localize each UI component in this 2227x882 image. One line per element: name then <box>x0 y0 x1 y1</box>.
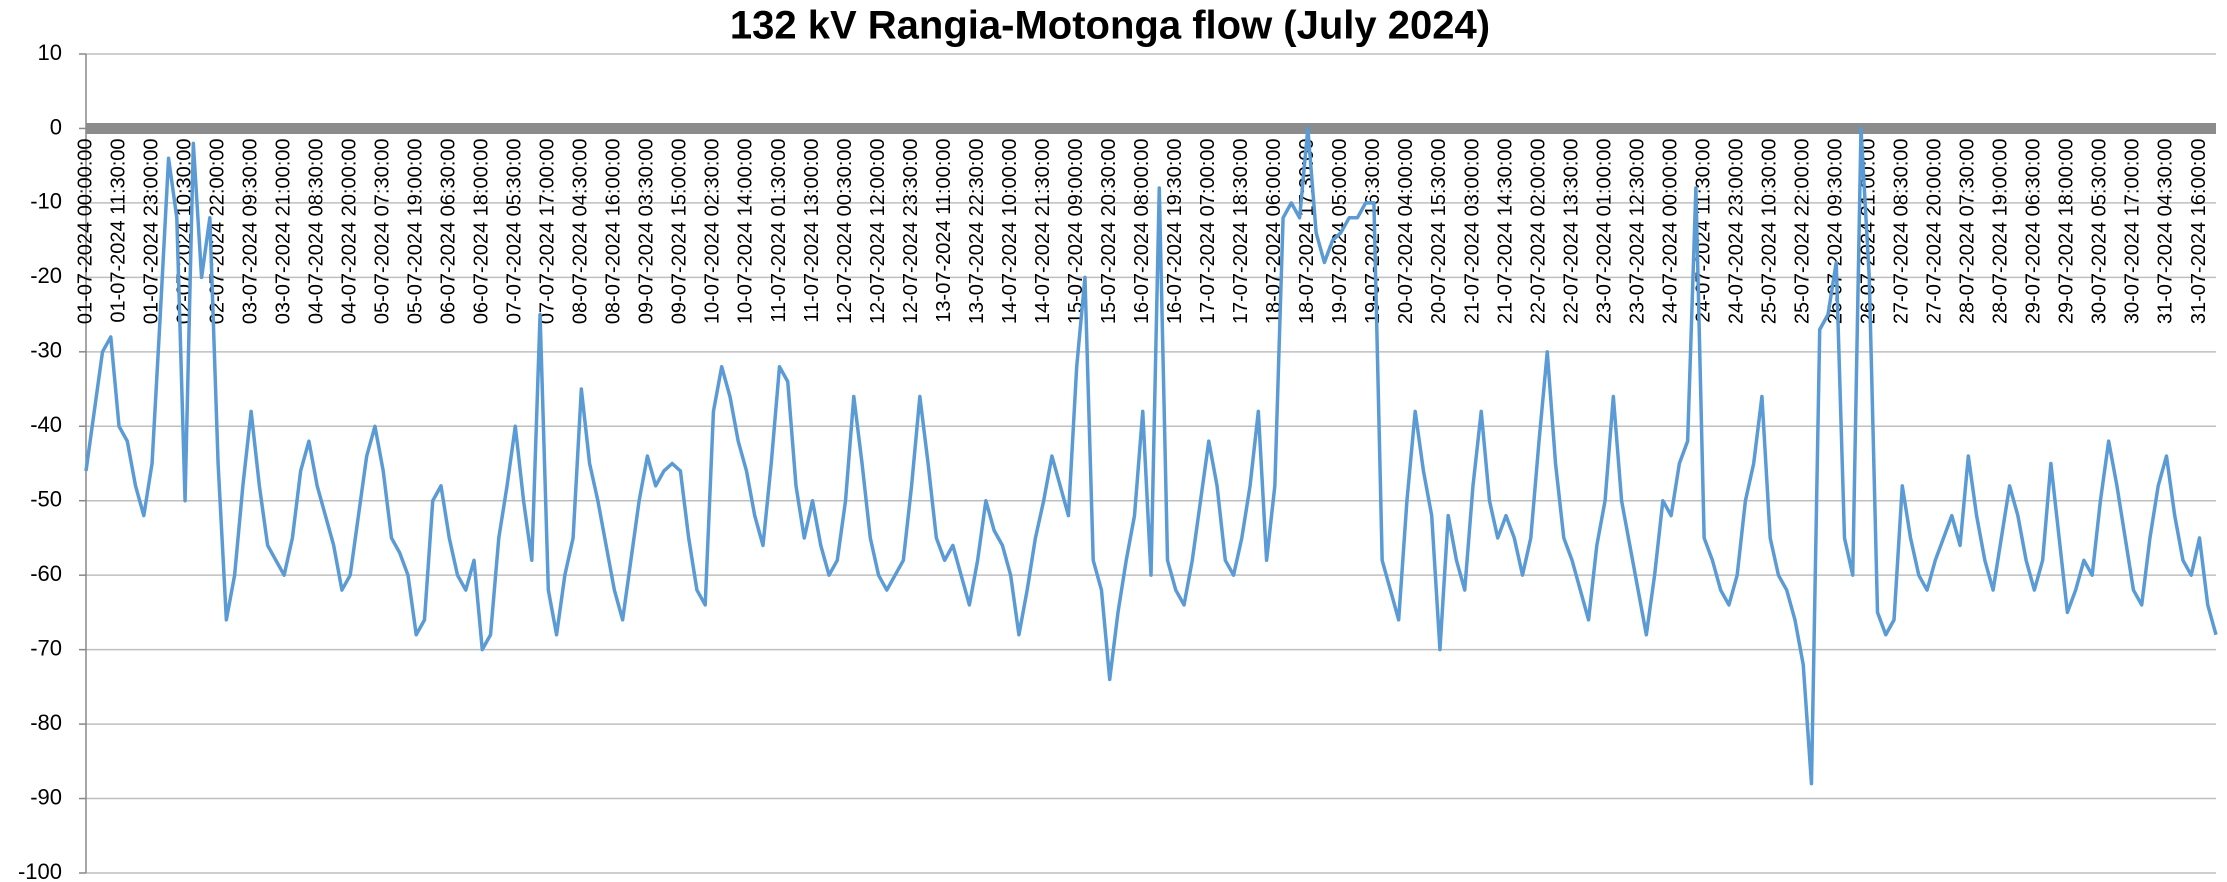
x-tick-label: 08-07-2024 04:30:00 <box>570 138 592 324</box>
x-tick-label: 07-07-2024 17:00:00 <box>537 138 559 324</box>
y-tick-label: -60 <box>30 561 62 586</box>
x-tick-label: 01-07-2024 23:00:00 <box>140 138 162 324</box>
x-tick-label: 14-07-2024 10:00:00 <box>999 138 1021 324</box>
y-tick-label: -80 <box>30 710 62 735</box>
x-tick-label: 22-07-2024 13:30:00 <box>1560 138 1582 324</box>
x-tick-label: 31-07-2024 04:30:00 <box>2155 138 2177 324</box>
x-tick-label: 03-07-2024 09:30:00 <box>239 138 261 324</box>
x-tick-label: 23-07-2024 12:30:00 <box>1626 138 1648 324</box>
data-line <box>84 126 2218 786</box>
x-tick-label: 08-07-2024 16:00:00 <box>603 138 625 324</box>
x-tick-label: 28-07-2024 07:30:00 <box>1957 138 1979 324</box>
x-tick-label: 23-07-2024 01:00:00 <box>1593 138 1615 324</box>
x-tick-label: 25-07-2024 10:30:00 <box>1758 138 1780 324</box>
x-tick-label: 28-07-2024 19:00:00 <box>1990 138 2012 324</box>
x-tick-label: 01-07-2024 11:30:00 <box>107 138 129 322</box>
x-tick-label: 31-07-2024 16:00:00 <box>2188 138 2210 324</box>
x-tick-label: 01-07-2024 00:00:00 <box>74 138 96 324</box>
x-tick-label: 20-07-2024 15:30:00 <box>1428 138 1450 324</box>
x-tick-label: 11-07-2024 01:30:00 <box>768 138 790 322</box>
x-tick-label: 07-07-2024 05:30:00 <box>504 138 526 324</box>
x-tick-label: 15-07-2024 20:30:00 <box>1098 138 1120 324</box>
x-tick-label: 10-07-2024 14:00:00 <box>735 138 757 324</box>
y-tick-label: -30 <box>30 338 62 363</box>
x-tick-label: 16-07-2024 19:30:00 <box>1164 138 1186 324</box>
x-tick-label: 16-07-2024 08:00:00 <box>1131 138 1153 324</box>
x-tick-label: 17-07-2024 18:30:00 <box>1230 138 1252 324</box>
x-tick-label: 25-07-2024 22:00:00 <box>1791 138 1813 324</box>
y-tick-label: -90 <box>30 784 62 809</box>
x-tick-label: 20-07-2024 04:00:00 <box>1395 138 1417 324</box>
chart-title: 132 kV Rangia-Motonga flow (July 2024) <box>730 4 1490 48</box>
x-tick-label: 30-07-2024 05:30:00 <box>2089 138 2111 324</box>
x-tick-label: 27-07-2024 20:00:00 <box>1924 138 1946 324</box>
y-tick-label: -20 <box>30 263 62 288</box>
x-tick-label: 04-07-2024 20:00:00 <box>338 138 360 324</box>
y-tick-label: 10 <box>38 40 62 65</box>
x-tick-label: 29-07-2024 06:30:00 <box>2023 138 2045 324</box>
x-tick-label: 30-07-2024 17:00:00 <box>2122 138 2144 324</box>
x-tick-label: 21-07-2024 14:30:00 <box>1494 138 1516 324</box>
x-tick-label: 22-07-2024 02:00:00 <box>1527 138 1549 324</box>
y-tick-label: -10 <box>30 189 62 214</box>
y-tick-label: -100 <box>18 859 62 882</box>
x-tick-label: 29-07-2024 18:00:00 <box>2056 138 2078 324</box>
x-tick-label: 12-07-2024 12:00:00 <box>867 138 889 324</box>
x-tick-label: 11-07-2024 13:00:00 <box>801 138 823 322</box>
x-tick-label: 27-07-2024 08:30:00 <box>1891 138 1913 324</box>
x-tick-label: 24-07-2024 00:00:00 <box>1659 138 1681 324</box>
x-tick-label: 05-07-2024 07:30:00 <box>371 138 393 324</box>
x-tick-label: 09-07-2024 03:30:00 <box>636 138 658 324</box>
x-tick-label: 17-07-2024 07:00:00 <box>1197 138 1219 324</box>
x-tick-label: 13-07-2024 11:00:00 <box>933 138 955 322</box>
x-tick-label: 15-07-2024 09:00:00 <box>1065 138 1087 324</box>
x-tick-label: 21-07-2024 03:00:00 <box>1461 138 1483 324</box>
y-tick-label: -50 <box>30 487 62 512</box>
x-tick-label: 12-07-2024 00:30:00 <box>834 138 856 324</box>
x-tick-label: 10-07-2024 02:30:00 <box>702 138 724 324</box>
y-tick-label: -70 <box>30 635 62 660</box>
x-tick-label: 06-07-2024 06:30:00 <box>438 138 460 324</box>
y-tick-label: 0 <box>50 114 62 139</box>
y-tick-label: -40 <box>30 412 62 437</box>
x-tick-label: 09-07-2024 15:00:00 <box>669 138 691 324</box>
x-tick-label: 12-07-2024 23:30:00 <box>900 138 922 324</box>
x-tick-label: 24-07-2024 23:00:00 <box>1725 138 1747 324</box>
x-tick-label: 14-07-2024 21:30:00 <box>1032 138 1054 324</box>
x-tick-label: 26-07-2024 09:30:00 <box>1825 138 1847 324</box>
x-tick-label: 05-07-2024 19:00:00 <box>405 138 427 324</box>
x-tick-label: 06-07-2024 18:00:00 <box>471 138 493 324</box>
x-tick-label: 13-07-2024 22:30:00 <box>966 138 988 324</box>
x-tick-label: 03-07-2024 21:00:00 <box>272 138 294 324</box>
x-tick-label: 04-07-2024 08:30:00 <box>305 138 327 324</box>
